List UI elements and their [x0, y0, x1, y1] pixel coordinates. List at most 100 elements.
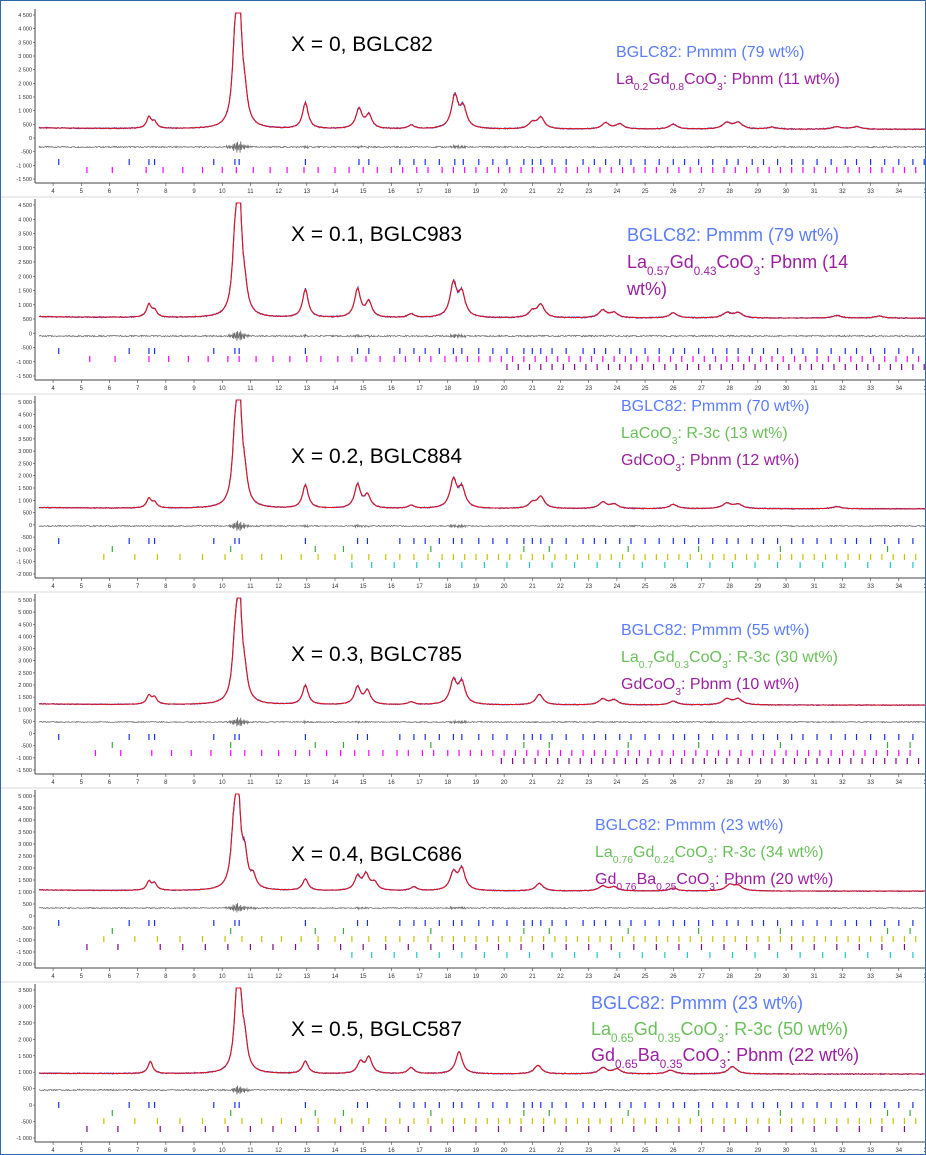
x-tick-label: 34	[895, 1148, 902, 1154]
phase-label: GdCoO3: Pbnm (12 wt%)	[621, 452, 799, 474]
x-tick-label: 27	[698, 584, 705, 590]
x-tick-label: 27	[698, 1148, 705, 1154]
x-tick-label: 26	[670, 974, 677, 980]
x-tick-label: 5	[80, 780, 84, 786]
phase-label-text: Gd	[633, 844, 654, 861]
x-tick-label: 20	[501, 189, 508, 195]
x-tick-label: 17	[416, 974, 423, 980]
x-tick-label: 22	[557, 1148, 564, 1154]
y-tick-label: 1 500	[18, 695, 32, 701]
x-tick-label: 16	[388, 974, 395, 980]
x-tick-label: 26	[670, 386, 677, 392]
phase-label-subscript: 3	[718, 1032, 725, 1045]
phase-label-subscript: 0.57	[647, 265, 670, 278]
panel-3: 5 500 5 000 4 500 4 000 3 500 3 000 2 500 2 000…	[1, 591, 925, 786]
x-tick-label: 14	[332, 974, 339, 980]
y-tick-label: -1 500	[16, 374, 32, 380]
x-tick-label: 18	[444, 584, 451, 590]
x-tick-label: 15	[360, 584, 367, 590]
x-tick-label: 12	[275, 974, 282, 980]
phase-label: Gd0.65Ba0.35CoO3: Pbnm (22 wt%)	[591, 1045, 859, 1071]
x-tick-label: 32	[839, 189, 846, 195]
x-tick-label: 6	[108, 386, 112, 392]
x-tick-label: 34	[895, 780, 902, 786]
x-tick-label: 4	[51, 1148, 55, 1154]
y-tick-label: -1 000	[16, 1136, 32, 1142]
x-tick-label: 21	[529, 780, 536, 786]
x-tick-label: 31	[811, 189, 818, 195]
phase-label-text: BGLC82: Pmmm (55 wt%)	[621, 622, 809, 639]
difference-curve	[38, 1085, 925, 1095]
y-tick-label: 0	[29, 136, 32, 142]
x-tick-label: 11	[247, 974, 254, 980]
y-tick-label: 500	[23, 317, 32, 323]
y-tick-label: 0	[29, 523, 32, 529]
y-tick-label: 4 500	[18, 13, 32, 19]
x-tick-label: 22	[557, 386, 564, 392]
x-tick-label: 11	[247, 1148, 254, 1154]
phase-label-text: : Pbnm (10 wt%)	[681, 676, 799, 693]
y-tick-label: -2 000	[16, 962, 32, 968]
x-tick-label: 23	[585, 584, 592, 590]
x-tick-label: 19	[473, 386, 480, 392]
phase-label-subscript: 3	[709, 882, 715, 893]
phase-label-subscript: 3	[754, 265, 761, 278]
y-tick-label: 3 500	[18, 988, 32, 994]
phase-label-text: Ba	[638, 1045, 661, 1065]
x-tick-label: 11	[247, 780, 254, 786]
x-tick-label: 27	[698, 386, 705, 392]
x-tick-label: 27	[698, 780, 705, 786]
y-tick-label: 3 000	[18, 449, 32, 455]
y-tick-label: 2 000	[18, 274, 32, 280]
y-tick-label: 2 500	[18, 260, 32, 266]
x-tick-label: 17	[416, 1148, 423, 1154]
phase-label-text: La	[616, 71, 634, 88]
x-tick-label: 6	[108, 974, 112, 980]
phase-label-text: CoO	[676, 871, 709, 888]
x-tick-label: 14	[332, 386, 339, 392]
x-tick-label: 30	[783, 386, 790, 392]
x-tick-label: 32	[839, 974, 846, 980]
x-tick-label: 14	[332, 189, 339, 195]
phase-label-text: La	[621, 649, 639, 666]
x-tick-label: 20	[501, 780, 508, 786]
x-tick-label: 10	[219, 386, 226, 392]
x-tick-label: 12	[275, 386, 282, 392]
x-tick-label: 7	[136, 780, 140, 786]
phase-label-text: Gd	[653, 649, 674, 666]
x-tick-label: 31	[811, 584, 818, 590]
y-tick-label: 1 500	[18, 95, 32, 101]
x-tick-label: 22	[557, 584, 564, 590]
x-tick-label: 26	[670, 1148, 677, 1154]
phase-label-text: : R-3c (34 wt%)	[713, 844, 823, 861]
x-tick-label: 5	[80, 386, 84, 392]
phase-label-text: : Pbnm (14	[760, 252, 848, 272]
calculated-pattern	[39, 12, 925, 130]
y-tick-label: -500	[21, 1120, 32, 1126]
x-tick-label: 34	[895, 189, 902, 195]
y-tick-label: -500	[21, 535, 32, 541]
phase-label-subscript: 0.3	[675, 660, 690, 671]
x-tick-label: 10	[219, 584, 226, 590]
phase-label: BGLC82: Pmmm (23 wt%)	[591, 993, 803, 1013]
phase-label-text: Ba	[637, 871, 657, 888]
x-tick-label: 30	[783, 974, 790, 980]
phase-label-subscript: 3	[708, 855, 714, 866]
x-tick-label: 25	[642, 584, 649, 590]
x-tick-label: 11	[247, 189, 254, 195]
difference-curve	[38, 330, 925, 341]
x-tick-label: 30	[783, 584, 790, 590]
calculated-pattern	[39, 399, 925, 510]
x-tick-label: 22	[557, 974, 564, 980]
y-tick-label: 500	[23, 719, 32, 725]
x-tick-label: 29	[755, 974, 762, 980]
x-tick-label: 19	[473, 780, 480, 786]
phase-label-text: BGLC82: Pmmm (79 wt%)	[616, 44, 804, 61]
x-tick-label: 16	[388, 189, 395, 195]
x-tick-label: 13	[303, 780, 310, 786]
x-tick-label: 24	[614, 584, 621, 590]
x-tick-label: 9	[192, 1148, 196, 1154]
x-tick-label: 21	[529, 1148, 536, 1154]
panel-5: 3 500 3 000 2 500 2 000 1 500 1 000 500 0 -500 -1…	[1, 981, 925, 1154]
